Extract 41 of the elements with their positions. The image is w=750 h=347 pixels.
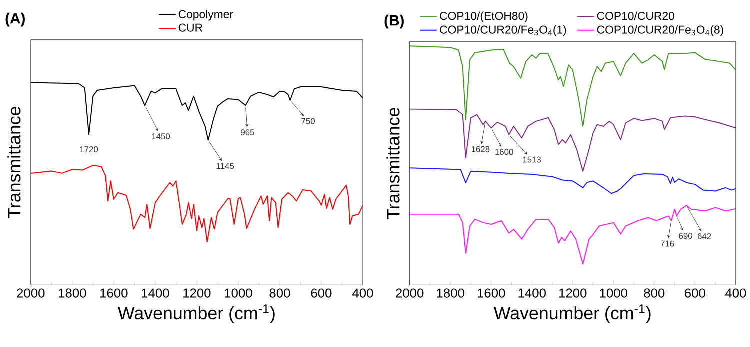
x-tick-label: 1600 [100, 288, 128, 298]
y-axis-title: Transmittance [386, 108, 400, 220]
annotation: 1145 [216, 163, 234, 170]
x-tick-label: 1800 [59, 288, 86, 298]
annotation: 965 [241, 130, 254, 136]
x-tick-label: 1000 [225, 288, 252, 298]
chart-title: (A) [6, 12, 25, 27]
x-tick-label: 600 [311, 288, 332, 298]
annotation: 1628 [472, 146, 490, 152]
x-tick-label: 2000 [396, 288, 424, 298]
annotation: 1513 [523, 156, 542, 163]
x-tick-label: 1000 [600, 288, 628, 298]
x-tick-label: 1400 [142, 288, 170, 298]
x-tick-label: 2000 [17, 288, 45, 298]
x-tick-label: 1200 [559, 288, 587, 298]
x-tick-label: 1200 [184, 288, 211, 298]
annotation: 1600 [496, 149, 514, 156]
x-tick-label: 1400 [518, 288, 546, 298]
legend-label: COP10/CUR20/Fe$_{3}$O$_{4}$(8) [597, 26, 724, 36]
legend-label: COP10/(EtOH80) [440, 12, 528, 22]
x-tick-label: 400 [725, 288, 746, 298]
legend-label: COP10/CUR20 [597, 12, 674, 20]
x-tick-label: 400 [352, 288, 374, 298]
annotation: 1720 [80, 146, 98, 153]
chart-title: (B) [384, 14, 404, 29]
x-tick-label: 1600 [478, 288, 506, 298]
x-axis-title: Wavenumber (cm$^{-1}$) [118, 304, 275, 324]
x-tick-label: 1800 [437, 288, 464, 298]
annotation: 642 [698, 234, 712, 240]
x-tick-label: 800 [644, 288, 665, 298]
annotation: 750 [302, 118, 315, 124]
legend-label: Copolymer [178, 10, 234, 21]
annotation: 690 [679, 233, 692, 240]
annotation: 1450 [152, 134, 170, 140]
y-axis-title: Transmittance [8, 107, 21, 218]
legend-label: COP10/CUR20/Fe$_{3}$O$_{4}$(1) [440, 26, 566, 36]
annotation: 716 [660, 240, 674, 247]
legend-label: CUR [178, 24, 203, 32]
x-tick-label: 800 [270, 288, 290, 298]
x-axis-title: Wavenumber (cm$^{-1}$) [494, 304, 651, 324]
x-tick-label: 600 [685, 288, 706, 298]
